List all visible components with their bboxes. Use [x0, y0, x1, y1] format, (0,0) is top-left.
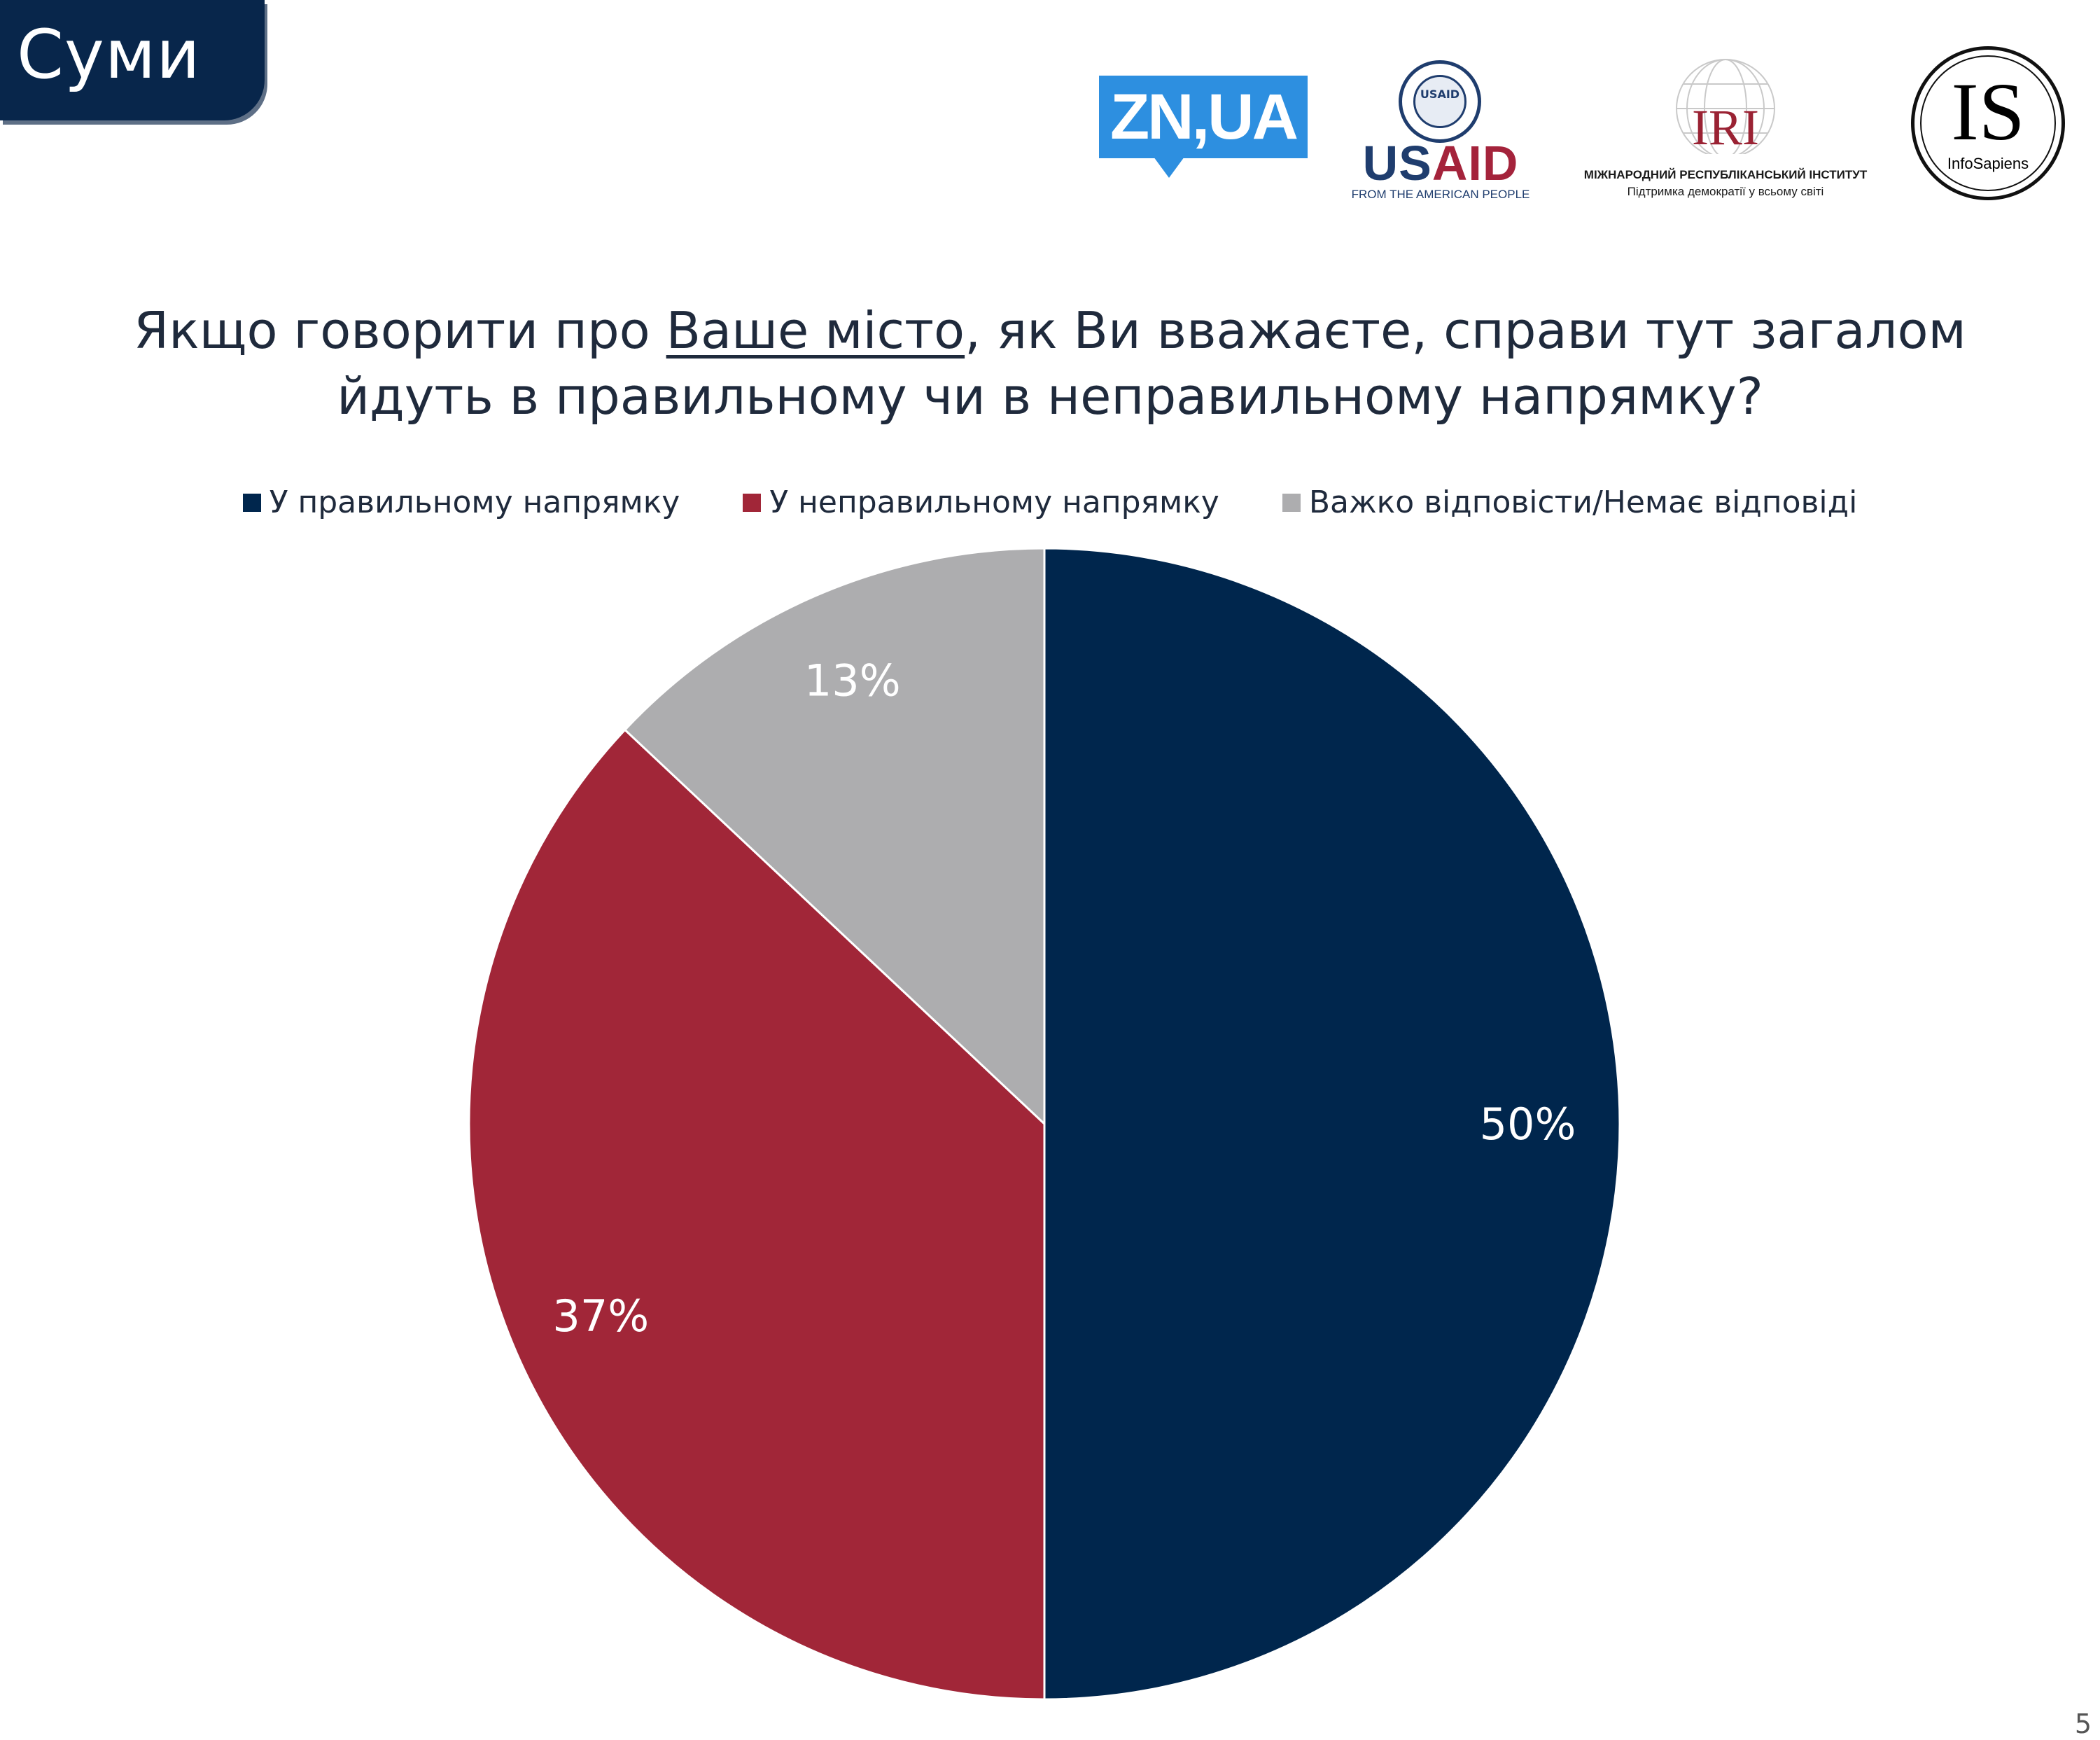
zn-ua-logo-tail [1154, 157, 1184, 178]
city-tab: Суми [0, 0, 265, 120]
legend-swatch-wrong-direction [743, 493, 762, 512]
infosapiens-letters: IS [1951, 66, 2025, 158]
legend-item-right-direction: У правильному напрямку [242, 485, 680, 520]
infosapiens-name: InfoSapiens [1947, 155, 2029, 172]
question-line-1: Якщо говорити про Ваше місто, як Ви вваж… [70, 305, 2030, 356]
question-underlined: Ваше місто [666, 301, 965, 360]
pie-label-wrong-direction: 37% [552, 1290, 649, 1342]
iri-name: МІЖНАРОДНИЙ РЕСПУБЛІКАНСЬКИЙ ІНСТИТУТ [1583, 168, 1868, 181]
pie-slice-right-direction [1043, 547, 1621, 1701]
chart-legend: У правильному напрямку У неправильному н… [0, 485, 2100, 520]
legend-item-wrong-direction: У неправильному напрямку [743, 485, 1219, 520]
pie-label-hard-to-say: 13% [804, 655, 901, 706]
usaid-seal-text: USAID [1420, 88, 1460, 101]
pie-slice-wrong-direction [468, 728, 1046, 1701]
legend-label-wrong-direction: У неправильному напрямку [769, 485, 1219, 520]
legend-label-hard-to-say: Важко відповісти/Немає відповіді [1308, 485, 1858, 520]
zn-ua-logo: ZN,UA [1099, 76, 1308, 158]
usaid-seal-icon: USAID [1399, 60, 1481, 143]
page-number: 5 [2074, 1708, 2092, 1739]
pie-slice-hard-to-say [623, 547, 1046, 1127]
usaid-seal-inner [1413, 75, 1466, 128]
infosapiens-logo: IS InfoSapiens [1911, 46, 2065, 200]
legend-item-hard-to-say: Важко відповісти/Немає відповіді [1282, 485, 1857, 520]
legend-label-right-direction: У правильному напрямку [269, 485, 680, 520]
legend-swatch-hard-to-say [1282, 493, 1301, 512]
question-pre: Якщо говорити про [134, 301, 666, 360]
iri-globe-icon [1676, 59, 1775, 154]
usaid-logo: USAID [1351, 139, 1530, 188]
usaid-tagline: FROM THE AMERICAN PEOPLE [1351, 188, 1530, 201]
usaid-aid: AID [1432, 136, 1519, 190]
question-post: , як Ви вважаєте, справи тут загалом [965, 301, 1966, 360]
question-line-2: йдуть в правильному чи в неправильному н… [337, 367, 1763, 426]
iri-logo: IRI [1692, 99, 1759, 155]
usaid-us: US [1362, 136, 1432, 190]
infosapiens-ring [1920, 55, 2056, 191]
pie-label-right-direction: 50% [1480, 1099, 1576, 1150]
legend-swatch-right-direction [242, 493, 261, 512]
city-name: Суми [17, 15, 201, 94]
iri-tagline: Підтримка демократії у всьому світі [1627, 185, 1824, 198]
